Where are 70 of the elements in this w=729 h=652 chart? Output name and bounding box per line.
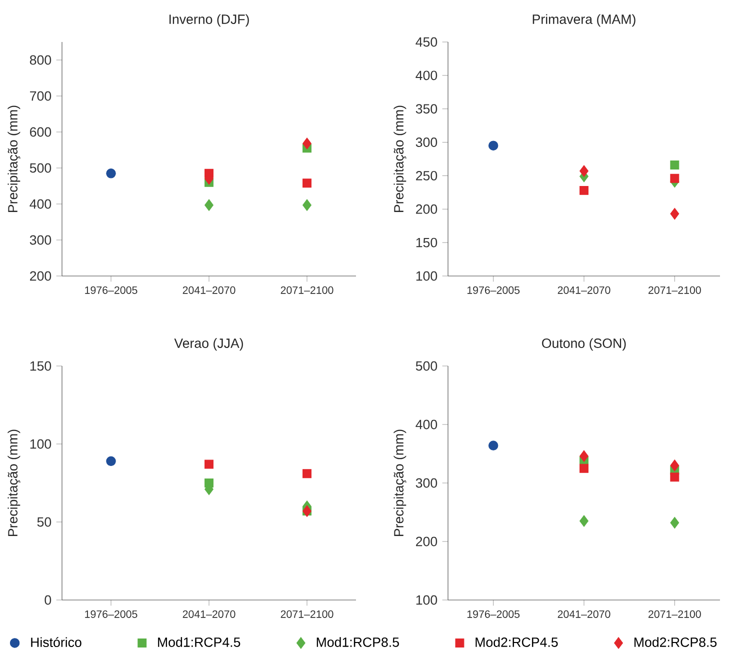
point bbox=[106, 456, 116, 466]
point bbox=[670, 208, 680, 220]
y-tick-label: 100 bbox=[30, 439, 52, 449]
y-tick-label: 400 bbox=[30, 199, 52, 209]
y-axis-title: Precipitação (mm) bbox=[8, 106, 20, 212]
point bbox=[580, 165, 588, 177]
point bbox=[204, 199, 214, 211]
y-tick-label: 0 bbox=[44, 595, 52, 605]
x-tick-label: 2041–2070 bbox=[182, 286, 236, 294]
y-axis-title: Precipitação (mm) bbox=[394, 430, 406, 536]
y-tick-label: 100 bbox=[416, 271, 438, 281]
y-tick-label: 600 bbox=[30, 127, 52, 137]
point bbox=[670, 516, 680, 529]
y-axis-title: Precipitação (mm) bbox=[394, 106, 406, 212]
y-tick-label: 200 bbox=[30, 271, 52, 281]
y-tick-label: 700 bbox=[30, 91, 52, 101]
legend-label: Mod2:RCP8.5 bbox=[634, 637, 717, 647]
y-tick-label: 300 bbox=[416, 138, 438, 147]
x-tick-label: 1976–2005 bbox=[467, 286, 520, 294]
chart-title: Inverno (DJF) bbox=[169, 14, 249, 27]
y-tick-label: 500 bbox=[30, 163, 52, 173]
x-tick-label: 2071–2100 bbox=[280, 610, 334, 618]
chart-title: Verao (JJA) bbox=[174, 338, 243, 351]
y-tick-label: 500 bbox=[416, 361, 438, 371]
y-tick-label: 150 bbox=[416, 238, 438, 248]
point bbox=[302, 199, 312, 211]
y-tick-label: 50 bbox=[37, 517, 52, 527]
legend-label: Mod2:RCP4.5 bbox=[476, 637, 558, 647]
y-tick-label: 400 bbox=[416, 420, 438, 430]
point bbox=[106, 168, 116, 178]
x-tick-label: 1976–2005 bbox=[85, 286, 138, 294]
y-tick-label: 150 bbox=[30, 361, 52, 371]
x-tick-label: 1976–2005 bbox=[85, 610, 138, 618]
point bbox=[580, 515, 588, 527]
point bbox=[302, 469, 312, 478]
y-tick-label: 400 bbox=[416, 70, 438, 80]
x-tick-label: 1976–2005 bbox=[467, 610, 520, 618]
point bbox=[580, 464, 588, 473]
x-tick-label: 2071–2100 bbox=[648, 610, 701, 618]
y-tick-label: 300 bbox=[30, 235, 52, 245]
point bbox=[670, 460, 680, 472]
point bbox=[580, 186, 588, 195]
y-tick-label: 200 bbox=[416, 536, 438, 546]
legend-label: Histórico bbox=[31, 637, 82, 648]
point bbox=[670, 160, 680, 170]
point bbox=[302, 178, 312, 188]
y-tick-label: 200 bbox=[416, 204, 438, 214]
legend-label: Mod1:RCP4.5 bbox=[158, 637, 240, 647]
y-axis-title: Precipitação (mm) bbox=[8, 430, 20, 536]
x-tick-label: 2041–2070 bbox=[182, 610, 236, 618]
point bbox=[670, 472, 680, 482]
point bbox=[488, 440, 498, 450]
y-tick-label: 800 bbox=[30, 55, 52, 65]
point bbox=[670, 174, 680, 183]
x-tick-label: 2041–2070 bbox=[558, 610, 610, 618]
y-tick-label: 250 bbox=[416, 170, 438, 180]
x-tick-label: 2071–2100 bbox=[648, 286, 701, 294]
y-tick-label: 300 bbox=[416, 478, 438, 488]
point bbox=[204, 460, 214, 469]
x-tick-label: 2071–2100 bbox=[280, 286, 334, 294]
chart-title: Primavera (MAM) bbox=[532, 14, 636, 27]
y-tick-label: 450 bbox=[416, 37, 438, 47]
x-tick-label: 2041–2070 bbox=[558, 286, 610, 294]
y-tick-label: 350 bbox=[416, 104, 438, 114]
point bbox=[580, 450, 588, 462]
chart-title: Outono (SON) bbox=[542, 338, 626, 351]
point bbox=[488, 140, 498, 150]
y-tick-label: 100 bbox=[416, 595, 438, 605]
point bbox=[302, 138, 312, 150]
legend-label: Mod1:RCP8.5 bbox=[316, 637, 399, 647]
